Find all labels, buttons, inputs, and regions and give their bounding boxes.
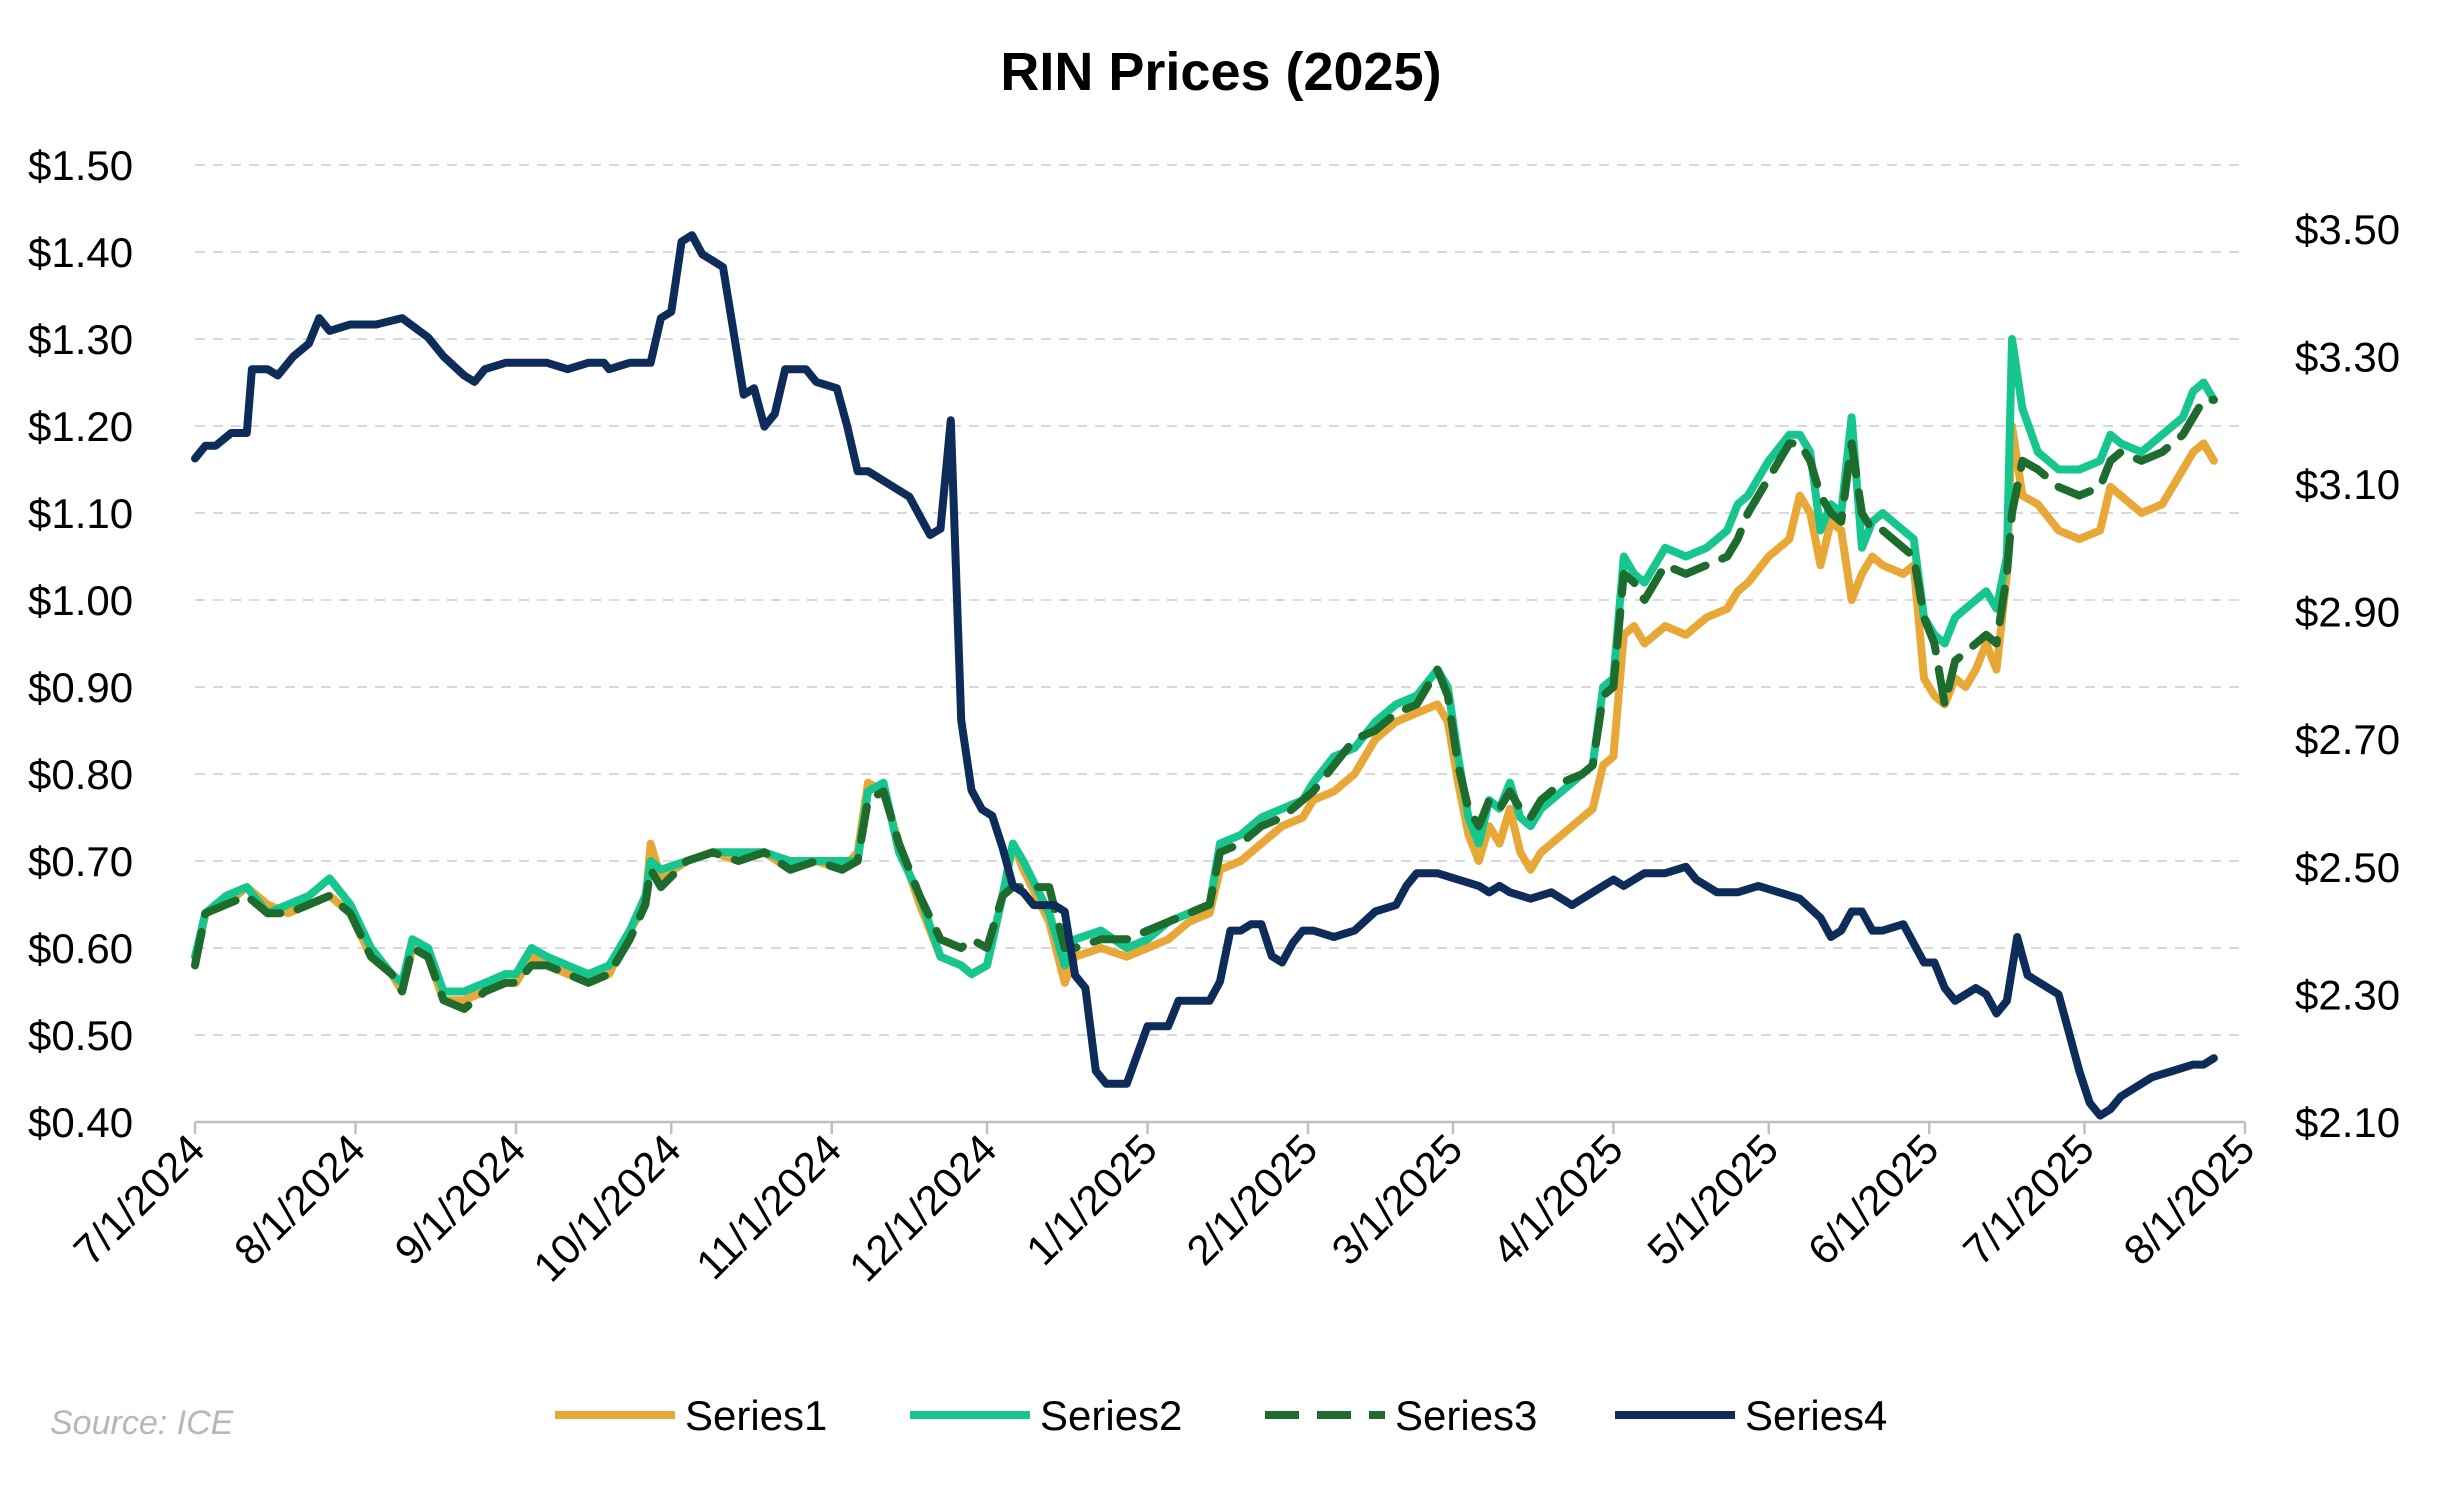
x-tick-label: 7/1/2024 — [65, 1125, 214, 1274]
x-tick-label: 9/1/2024 — [385, 1125, 534, 1274]
x-tick-label: 2/1/2025 — [1178, 1125, 1327, 1274]
y-left-tick-label: $0.70 — [28, 838, 133, 885]
y-right-tick-label: $2.10 — [2295, 1099, 2400, 1146]
legend-label-series3: Series3 — [1395, 1392, 1537, 1439]
x-tick-label: 11/1/2024 — [687, 1125, 850, 1288]
x-tick-label: 10/1/2024 — [524, 1125, 689, 1290]
series-line-series3 — [191, 395, 2218, 1013]
y-right-tick-label: $2.90 — [2295, 589, 2400, 636]
y-right-tick-label: $2.70 — [2295, 716, 2400, 763]
y-left-tick-label: $1.20 — [28, 403, 133, 450]
x-tick-label: 5/1/2025 — [1638, 1125, 1787, 1274]
y-right-tick-label: $3.10 — [2295, 461, 2400, 508]
legend-label-series4: Series4 — [1745, 1392, 1887, 1439]
tick-labels: $0.40 $0.50 $0.60 $0.70 $0.80 $0.90 $1.00 $1.10… — [28, 142, 2400, 1290]
y-left-tick-label: $0.60 — [28, 925, 133, 972]
y-left-tick-label: $0.50 — [28, 1012, 133, 1059]
x-tick-label: 8/1/2024 — [225, 1125, 374, 1274]
chart-title: RIN Prices (2025) — [1000, 42, 1441, 102]
y-right-tick-label: $3.50 — [2295, 206, 2400, 253]
y-left-tick-label: $0.80 — [28, 751, 133, 798]
x-tick-label: 3/1/2025 — [1322, 1125, 1471, 1274]
y-left-tick-label: $1.30 — [28, 316, 133, 363]
y-left-tick-label: $1.00 — [28, 577, 133, 624]
y-right-tick-label: $3.30 — [2295, 333, 2400, 380]
y-left-tick-label: $0.40 — [28, 1099, 133, 1146]
x-tick-label: 8/1/2025 — [2115, 1125, 2264, 1274]
x-tick-label: 4/1/2025 — [1483, 1125, 1632, 1274]
legend-label-series1: Series1 — [685, 1392, 827, 1439]
x-tick-label: 6/1/2025 — [1799, 1125, 1948, 1274]
y-right-tick-label: $2.30 — [2295, 971, 2400, 1018]
axes — [193, 1120, 2247, 1134]
series-lines — [191, 231, 2218, 1120]
y-right-tick-label: $2.50 — [2295, 844, 2400, 891]
source-note: Source: ICE — [50, 1404, 234, 1442]
gridlines — [195, 164, 2245, 1036]
x-tick-label: 7/1/2025 — [1954, 1125, 2103, 1274]
series-line-series4 — [191, 231, 2218, 1120]
y-left-tick-label: $1.10 — [28, 490, 133, 537]
x-tick-label: 12/1/2024 — [840, 1125, 1005, 1290]
legend: Series1 Series2 Series3 Series4 — [555, 1392, 1887, 1439]
x-tick-label: 1/1/2025 — [1017, 1125, 1166, 1274]
y-left-tick-label: $1.50 — [28, 142, 133, 189]
y-left-tick-label: $1.40 — [28, 229, 133, 276]
y-left-tick-label: $0.90 — [28, 664, 133, 711]
legend-label-series2: Series2 — [1040, 1392, 1182, 1439]
series-line-series2 — [191, 335, 2218, 996]
